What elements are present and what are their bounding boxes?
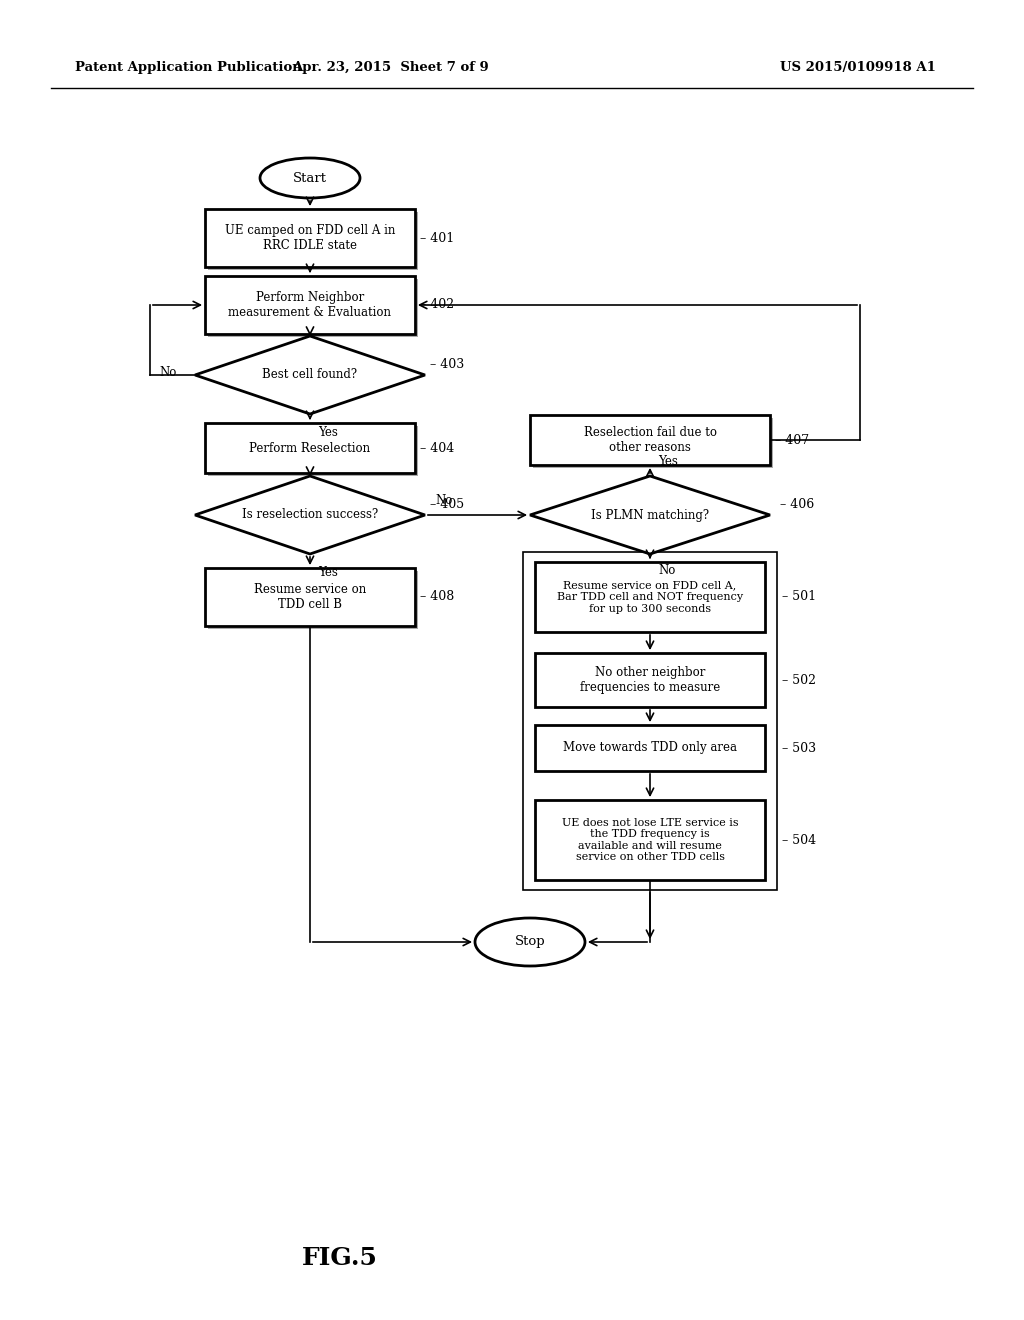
Text: No: No: [160, 367, 177, 380]
FancyBboxPatch shape: [535, 562, 765, 632]
Text: Perform Reselection: Perform Reselection: [250, 441, 371, 454]
Text: Perform Neighbor
measurement & Evaluation: Perform Neighbor measurement & Evaluatio…: [228, 290, 391, 319]
Text: – 403: – 403: [430, 359, 464, 371]
Text: – 402: – 402: [420, 298, 454, 312]
FancyBboxPatch shape: [205, 209, 415, 267]
Text: – 501: – 501: [782, 590, 816, 603]
Text: Resume service on
TDD cell B: Resume service on TDD cell B: [254, 583, 367, 611]
FancyBboxPatch shape: [205, 276, 415, 334]
FancyBboxPatch shape: [534, 418, 773, 469]
Text: Apr. 23, 2015  Sheet 7 of 9: Apr. 23, 2015 Sheet 7 of 9: [292, 62, 488, 74]
Text: UE does not lose LTE service is
the TDD frequency is
available and will resume
s: UE does not lose LTE service is the TDD …: [562, 817, 738, 862]
Text: Yes: Yes: [318, 566, 338, 579]
Text: Best cell found?: Best cell found?: [262, 368, 357, 381]
Text: – 502: – 502: [782, 673, 816, 686]
Text: No: No: [435, 494, 453, 507]
FancyBboxPatch shape: [208, 279, 418, 337]
Text: Is reselection success?: Is reselection success?: [242, 508, 378, 521]
Text: – 404: – 404: [420, 441, 455, 454]
Text: – 504: – 504: [782, 833, 816, 846]
Ellipse shape: [260, 158, 360, 198]
Text: – 408: – 408: [420, 590, 455, 603]
FancyBboxPatch shape: [208, 426, 418, 477]
Polygon shape: [195, 337, 425, 414]
Text: Start: Start: [293, 172, 327, 185]
FancyBboxPatch shape: [205, 422, 415, 473]
FancyBboxPatch shape: [205, 568, 415, 626]
Text: – 407: – 407: [775, 433, 809, 446]
FancyBboxPatch shape: [535, 653, 765, 708]
Text: – 405: – 405: [430, 499, 464, 511]
Text: Is PLMN matching?: Is PLMN matching?: [591, 508, 709, 521]
FancyBboxPatch shape: [535, 800, 765, 880]
Text: No other neighbor
frequencies to measure: No other neighbor frequencies to measure: [580, 667, 720, 694]
Text: UE camped on FDD cell A in
RRC IDLE state: UE camped on FDD cell A in RRC IDLE stat…: [225, 224, 395, 252]
Text: – 401: – 401: [420, 231, 455, 244]
Text: Move towards TDD only area: Move towards TDD only area: [563, 742, 737, 755]
Text: Stop: Stop: [515, 936, 546, 949]
Text: – 406: – 406: [780, 499, 814, 511]
Text: No: No: [658, 564, 676, 577]
Text: FIG.5: FIG.5: [302, 1246, 378, 1270]
Text: Reselection fail due to
other reasons: Reselection fail due to other reasons: [584, 426, 717, 454]
FancyBboxPatch shape: [535, 725, 765, 771]
Text: Patent Application Publication: Patent Application Publication: [75, 62, 302, 74]
Text: Yes: Yes: [658, 455, 678, 469]
Text: Resume service on FDD cell A,
Bar TDD cell and NOT frequency
for up to 300 secon: Resume service on FDD cell A, Bar TDD ce…: [557, 581, 743, 614]
Polygon shape: [195, 477, 425, 554]
FancyBboxPatch shape: [208, 572, 418, 630]
FancyBboxPatch shape: [208, 213, 418, 271]
FancyBboxPatch shape: [530, 414, 770, 465]
Text: – 503: – 503: [782, 742, 816, 755]
Text: Yes: Yes: [318, 426, 338, 440]
Text: US 2015/0109918 A1: US 2015/0109918 A1: [780, 62, 936, 74]
Polygon shape: [530, 477, 770, 554]
Ellipse shape: [475, 917, 585, 966]
